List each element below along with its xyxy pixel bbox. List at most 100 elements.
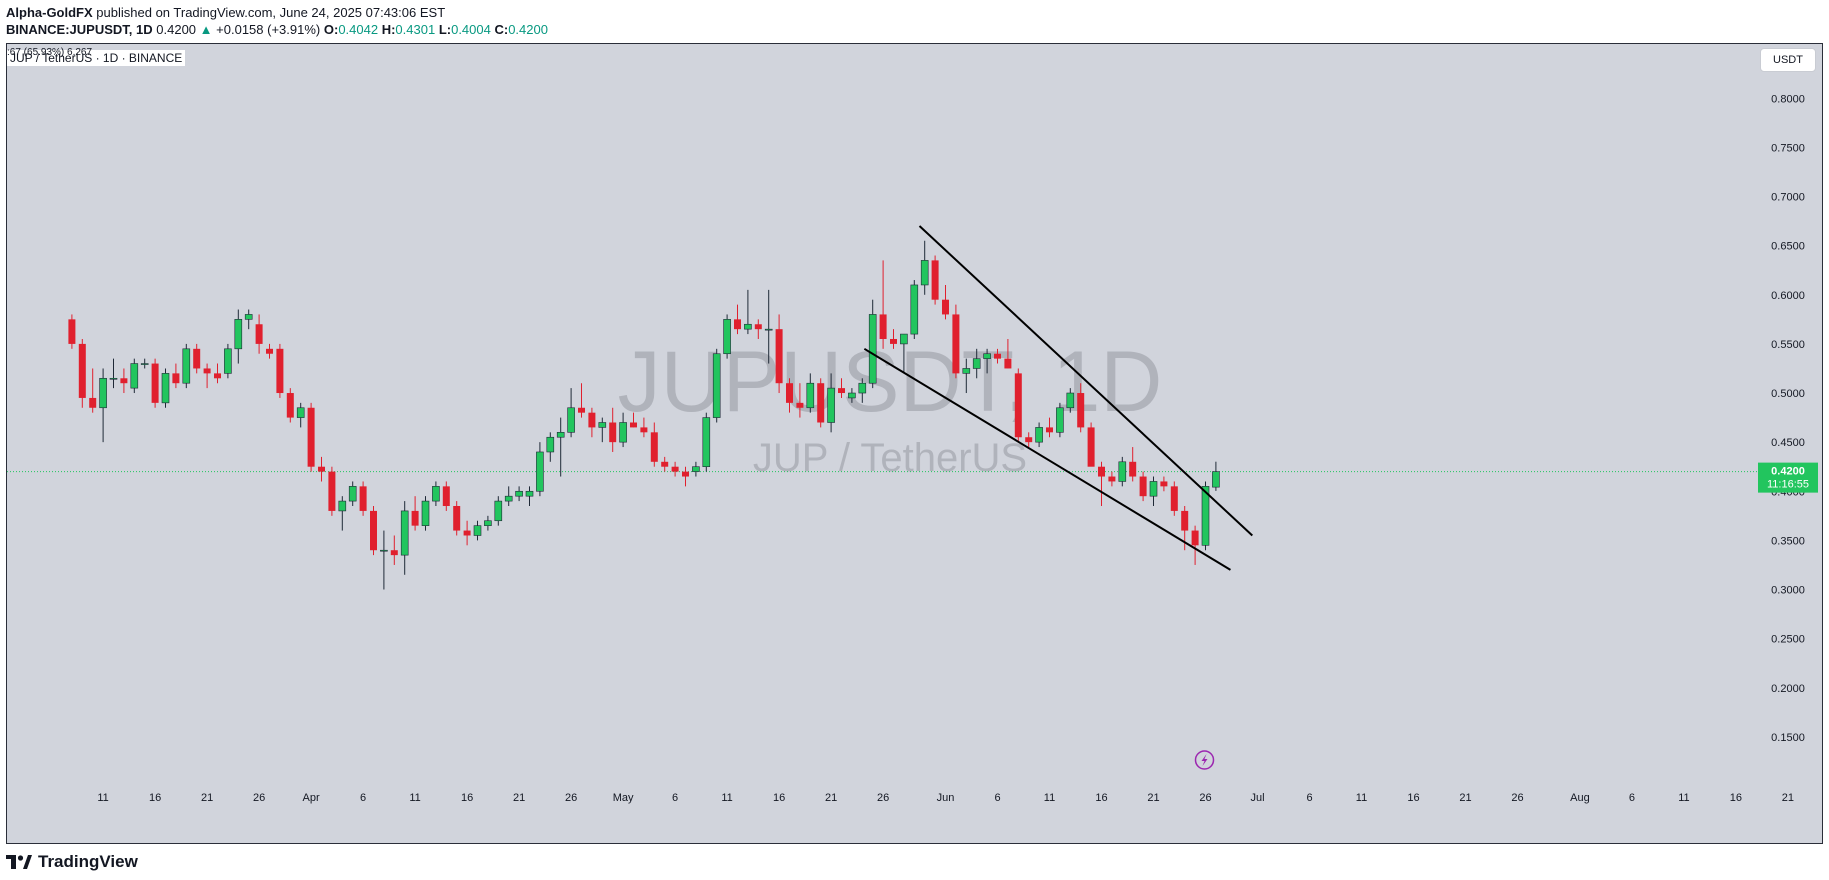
candle-body — [556, 432, 565, 438]
y-tick-label: 0.3000 — [1771, 585, 1805, 597]
candle-body — [744, 323, 752, 330]
candle-body — [723, 319, 731, 355]
author-name[interactable]: Alpha-GoldFX — [6, 5, 93, 20]
candle-body — [193, 348, 201, 369]
x-tick-label: 26 — [877, 792, 889, 804]
candle-body — [296, 407, 305, 418]
chart-legend: :67 (65.93%) 6,267 JUP / TetherUS · 1D ·… — [7, 47, 186, 66]
x-tick-label: Jun — [937, 792, 955, 804]
candle-body — [473, 525, 482, 536]
candle-body — [504, 495, 513, 502]
candle-body — [1056, 407, 1064, 433]
candle-body — [182, 348, 191, 384]
candle-body — [827, 387, 835, 423]
candle-body — [879, 314, 887, 339]
candle-body — [796, 402, 804, 408]
candle-body — [68, 319, 76, 344]
candle-body — [920, 260, 929, 286]
candle-body — [328, 471, 336, 511]
candle-body — [1087, 427, 1095, 467]
x-tick-label: 21 — [1782, 792, 1794, 804]
candle-body — [806, 382, 815, 409]
candle-body — [390, 550, 398, 556]
y-tick-label: 0.1500 — [1771, 732, 1805, 744]
candlestick-chart[interactable]: JUPUSDT, 1D JUP / TetherUS 0.1500 0.2000 0.2… — [7, 44, 1823, 844]
high-value: 0.4301 — [395, 22, 436, 37]
candle-body — [994, 353, 1001, 359]
candle-body — [266, 348, 273, 354]
candle-body — [1212, 471, 1220, 488]
candle-body — [109, 377, 118, 380]
candle-body — [764, 328, 773, 331]
x-tick-label: 21 — [1459, 792, 1471, 804]
x-tick-label: Aug — [1570, 792, 1590, 804]
candle-body — [224, 348, 232, 374]
x-tick-label: 11 — [409, 792, 420, 804]
candle-body — [650, 432, 658, 462]
x-tick-label: 11 — [1044, 792, 1055, 804]
candle-body — [276, 348, 284, 394]
x-tick-label: 6 — [994, 792, 1000, 804]
candle-body — [286, 393, 294, 418]
candle-body — [567, 407, 575, 433]
candle-body — [661, 461, 669, 467]
currency-button[interactable]: USDT — [1760, 48, 1816, 72]
symbol-info-line: BINANCE:JUPUSDT, 1D 0.4200 ▲ +0.0158 (+3… — [6, 21, 548, 39]
candle-body — [99, 377, 107, 409]
candle-body — [702, 417, 711, 468]
candle-body — [432, 486, 440, 502]
candle-body — [838, 388, 845, 394]
candle-body — [671, 466, 679, 472]
x-tick-label: 6 — [1629, 792, 1635, 804]
y-tick-label: 0.2000 — [1771, 683, 1805, 695]
change-arrow: ▲ — [199, 22, 213, 37]
candle-body — [411, 510, 419, 526]
close-value: 0.4200 — [508, 22, 548, 37]
candle-body — [619, 422, 627, 443]
candle-body — [161, 373, 170, 404]
candle-body — [1066, 392, 1075, 409]
candle-body — [484, 520, 492, 526]
candle-body — [78, 343, 86, 398]
candle-body — [1129, 461, 1137, 477]
candle-body — [775, 329, 783, 384]
tradingview-logo[interactable]: TradingView — [6, 852, 138, 872]
candle-body — [900, 333, 908, 345]
candle-body — [983, 353, 991, 359]
candle-body — [692, 466, 700, 472]
candle-body — [515, 490, 523, 497]
candle-body — [442, 486, 450, 507]
candle-body — [1077, 393, 1085, 428]
candle-body — [972, 358, 981, 369]
y-tick-label: 0.2500 — [1771, 634, 1805, 646]
current-price-tag — [1758, 462, 1818, 493]
candle-body — [712, 353, 721, 418]
low-value: 0.4004 — [451, 22, 491, 37]
candle-body — [400, 510, 409, 556]
candle-body — [255, 324, 263, 344]
candle-body — [588, 412, 596, 428]
candle-body — [546, 436, 555, 453]
x-tick-label: 16 — [149, 792, 161, 804]
candle-body — [172, 373, 180, 384]
candle-body — [1004, 358, 1012, 369]
x-tick-label: 6 — [1306, 792, 1312, 804]
y-tick-label: 0.8000 — [1771, 93, 1805, 105]
x-tick-label: 26 — [253, 792, 265, 804]
candle-body — [380, 549, 388, 552]
candle-body — [338, 500, 347, 512]
chart-pane[interactable]: JUPUSDT, 1D JUP / TetherUS 0.1500 0.2000 0.2… — [6, 43, 1823, 844]
low-label: L: — [438, 22, 452, 37]
x-tick-label: 11 — [1678, 792, 1689, 804]
candle-body — [307, 407, 315, 467]
y-tick-label: 0.7000 — [1771, 192, 1805, 204]
candle-body — [203, 368, 211, 374]
y-tick-label: 0.5500 — [1771, 339, 1805, 351]
candle-body — [1139, 476, 1147, 497]
x-tick-label: Apr — [303, 792, 320, 804]
y-tick-label: 0.4500 — [1771, 437, 1805, 449]
x-tick-label: Jul — [1250, 792, 1264, 804]
candle-body — [848, 392, 856, 399]
x-tick-label: May — [613, 792, 634, 804]
x-tick-label: 16 — [773, 792, 785, 804]
